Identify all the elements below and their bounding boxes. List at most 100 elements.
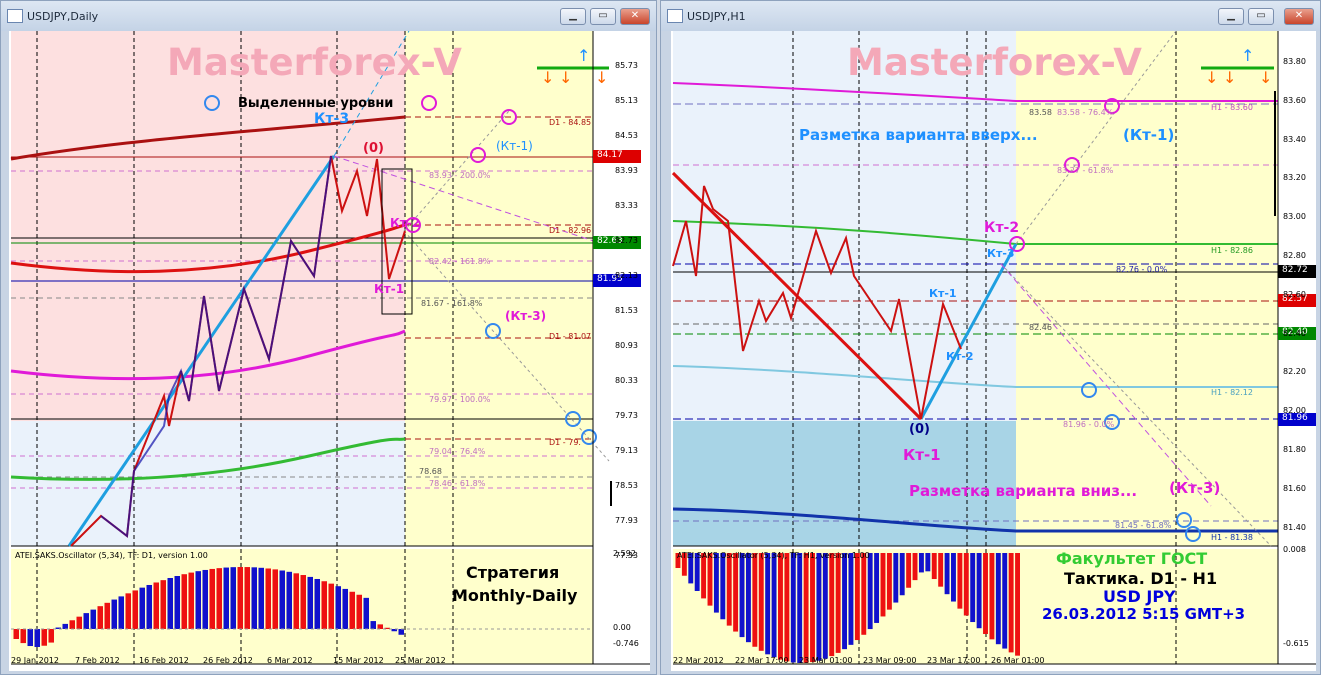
label-kt3: Кт-3: [314, 111, 350, 127]
kt1-circle: [470, 147, 486, 163]
price-axis-label: 82.00: [1283, 406, 1306, 416]
daily-chart-window: USDJPY,Daily ▁ ▭ ✕: [0, 0, 657, 675]
histogram-bar: [160, 580, 166, 629]
oscillator-title: ATEI.SAKS.Oscillator (5,34), TF: D1, ver…: [15, 551, 208, 560]
label-zero: (0): [909, 422, 930, 437]
price-tag-red-label: 82.57: [1282, 294, 1308, 304]
histogram-bar: [244, 567, 250, 629]
label-kt3: Кт-3: [987, 247, 1015, 260]
level-label: D1 - 79.: [549, 438, 581, 447]
histogram-bar: [681, 553, 687, 576]
histogram-bar: [223, 567, 229, 629]
histogram-bar: [356, 594, 362, 629]
histogram-bar: [989, 553, 995, 640]
histogram-bar: [810, 553, 815, 663]
projection-up: [403, 110, 510, 232]
projection-magenta: [1000, 263, 1212, 507]
kt1-target-circle: [501, 109, 517, 125]
chart-area[interactable]: ↑ ↓ ↓ ↓ Masterforex-V Выделенные уровни …: [9, 31, 650, 671]
price-tag-black: [1278, 265, 1316, 278]
target-circle-c: [1185, 526, 1201, 542]
histogram-bar: [854, 553, 860, 641]
histogram-bar: [146, 584, 152, 629]
bg-pink-zone: [11, 31, 405, 421]
histogram-bar: [918, 553, 924, 573]
histogram-bar: [69, 620, 75, 629]
up-arrow-icon: ↑: [577, 46, 590, 65]
time-axis-label: 23 Mar 17:00: [927, 656, 981, 665]
close-button[interactable]: ✕: [620, 8, 650, 25]
label-kt2-small: Кт-2: [946, 350, 974, 363]
histogram-bar: [790, 553, 796, 663]
histogram-bar: [951, 553, 956, 602]
label-zero: (0): [363, 141, 384, 156]
maximize-button[interactable]: ▭: [590, 8, 616, 25]
histogram-bar: [237, 567, 243, 629]
osc-axis-label: 2.592: [613, 549, 636, 558]
histogram-bar: [258, 567, 264, 629]
oscillator-title: ATEI.SAKS.Oscillator (5,34), TF: H1, ver…: [677, 551, 870, 560]
price-tag-red: [1278, 294, 1316, 307]
label-up-variant: Разметка варианта вверх...: [799, 126, 1038, 144]
chart-window-icon: [667, 9, 683, 23]
chart-area[interactable]: ↑ ↓ ↓ ↓ Masterforex-V Разметка варианта …: [671, 31, 1316, 671]
histogram-bar: [307, 576, 313, 629]
histogram-bar: [83, 613, 89, 629]
oscillator-histogram: [13, 567, 404, 647]
level-label: 81.45 - 61.8%: [1115, 521, 1172, 530]
ma-green: [10, 437, 406, 481]
price-tag-green-label: 82.63: [597, 236, 623, 246]
histogram-bar: [132, 590, 138, 629]
label-kt1: Кт-1: [374, 282, 405, 296]
level-label: 79.97 - 100.0%: [429, 395, 491, 404]
histogram-bar: [720, 553, 726, 620]
time-axis-label: 22 Mar 17:00: [735, 656, 789, 665]
level-label: 78.68: [419, 467, 442, 476]
minimize-button[interactable]: ▁: [560, 8, 586, 25]
histogram-bar: [707, 553, 713, 606]
minimize-button[interactable]: ▁: [1218, 8, 1244, 25]
level-label: H1 - 83.60: [1211, 103, 1253, 112]
watermark: Masterforex-V: [167, 41, 462, 84]
osc-axis-label: 0.00: [613, 623, 631, 632]
histogram-bar: [745, 553, 751, 643]
level-label: 82.46: [1029, 323, 1052, 332]
histogram-bar: [377, 624, 383, 629]
projection-up: [1015, 31, 1177, 245]
window-titlebar[interactable]: USDJPY,H1 ▁ ▭ ✕: [661, 1, 1320, 31]
magenta-circle-marker: [421, 95, 437, 111]
maximize-button[interactable]: ▭: [1248, 8, 1274, 25]
price-axis-label: 77.33: [615, 551, 638, 560]
histogram-bar: [829, 553, 835, 657]
price-tag-red: [593, 150, 641, 163]
price-axis-label: 82.60: [1283, 289, 1306, 299]
down-arrow-icon: ↓: [1223, 68, 1236, 87]
level-label: 81.96 - 0.0%: [1063, 420, 1115, 429]
level-label: H1 - 82.12: [1211, 388, 1253, 397]
histogram-bar: [34, 629, 40, 647]
close-button[interactable]: ✕: [1284, 8, 1314, 25]
price-axis-label: 82.20: [1283, 367, 1306, 377]
time-axis-label: 25 Mar 2012: [395, 656, 446, 665]
level-label: D1 - 81.07: [549, 332, 592, 341]
circle-618: [1064, 157, 1080, 173]
up-arrow-icon: ↑: [1241, 46, 1254, 65]
price-tag-green: [1278, 327, 1316, 340]
histogram-bar: [349, 591, 355, 629]
histogram-bar: [726, 553, 732, 626]
price-axis-label: 83.40: [1283, 134, 1306, 144]
histogram-bar: [76, 616, 82, 629]
target-circle-b: [581, 429, 597, 445]
histogram-bar: [27, 629, 33, 647]
price-axis-label: 83.80: [1283, 57, 1306, 66]
histogram-bar: [342, 588, 348, 629]
histogram-bar: [216, 568, 222, 629]
down-arrow-icon: ↓: [1259, 68, 1272, 87]
histogram-bar: [272, 569, 278, 629]
label-kt1-big: Кт-1: [903, 446, 941, 464]
histogram-bar: [931, 553, 937, 580]
histogram-bar: [188, 572, 194, 629]
level-label: D1 - 82.96: [549, 226, 592, 235]
window-titlebar[interactable]: USDJPY,Daily ▁ ▭ ✕: [1, 1, 656, 31]
time-axis-label: 26 Mar 01:00: [991, 656, 1045, 665]
